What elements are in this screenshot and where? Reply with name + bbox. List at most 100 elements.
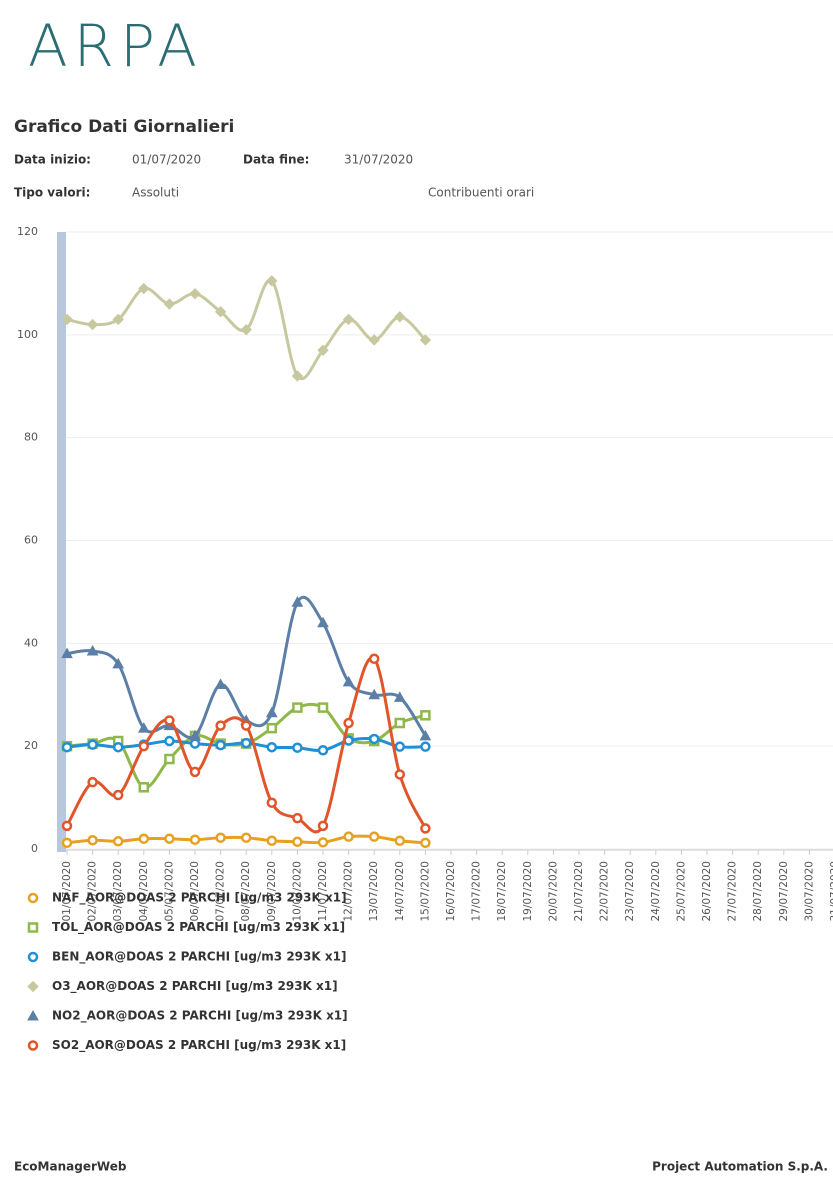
marker (368, 733, 380, 745)
marker (420, 710, 431, 721)
start-value: 01/07/2020 (132, 153, 201, 167)
marker (291, 370, 304, 382)
marker (137, 722, 150, 733)
page-title: Grafico Dati Giornalieri (14, 117, 234, 137)
marker (240, 720, 252, 731)
marker (266, 722, 278, 734)
legend-item[interactable]: BEN_AOR@DOAS 2 PARCHI [ug/m3 293K x1] (27, 950, 346, 965)
x-tick-label: 02/07/2020 (87, 861, 99, 922)
x-tick-label: 23/07/2020 (624, 861, 636, 922)
marker (292, 812, 303, 824)
y-tick-label: 0 (31, 842, 38, 855)
x-tick-label: 17/07/2020 (471, 861, 483, 922)
marker (189, 287, 201, 300)
marker (292, 702, 303, 713)
marker (368, 334, 380, 346)
x-tick-label: 27/07/2020 (727, 861, 739, 922)
y-tick-label: 60 (24, 534, 38, 547)
legend-item[interactable]: SO2_AOR@DOAS 2 PARCHI [ug/m3 293K x1] (27, 1038, 346, 1053)
marker (419, 334, 432, 346)
marker (394, 311, 406, 323)
x-tick-label: 24/07/2020 (650, 861, 662, 922)
marker (215, 832, 226, 843)
marker (61, 837, 73, 849)
y-tick-label: 40 (24, 636, 38, 649)
marker (420, 741, 431, 752)
start-label: Data inizio: (14, 153, 91, 167)
legend-item[interactable]: TOL_AOR@DOAS 2 PARCHI [ug/m3 293K x1] (27, 920, 345, 935)
x-tick-label: 05/07/2020 (163, 861, 175, 922)
marker (394, 741, 406, 752)
x-tick-label: 20/07/2020 (547, 861, 559, 922)
marker (317, 745, 329, 756)
legend-item[interactable]: O3_AOR@DOAS 2 PARCHI [ug/m3 293K x1] (27, 979, 338, 994)
marker (291, 596, 304, 607)
marker (27, 1040, 39, 1051)
marker (342, 313, 355, 326)
marker (61, 741, 73, 753)
marker (317, 702, 329, 713)
x-tick-label: 06/07/2020 (189, 861, 201, 922)
marker (317, 344, 329, 356)
marker (240, 832, 252, 843)
marker (368, 688, 381, 700)
marker (317, 837, 329, 848)
marker (240, 323, 252, 336)
legend-item[interactable]: NAF_AOR@DOAS 2 PARCHI [ug/m3 293K x1] (27, 891, 347, 906)
y-tick-label: 20 (24, 739, 38, 752)
x-tick-label: 04/07/2020 (138, 861, 150, 922)
marker (214, 678, 227, 689)
marker (189, 729, 201, 741)
marker (342, 675, 355, 687)
marker (394, 717, 406, 729)
marker (27, 922, 39, 933)
marker (265, 706, 278, 718)
x-tick-label: 25/07/2020 (675, 861, 687, 922)
legend-label: TOL_AOR@DOAS 2 PARCHI [ug/m3 293K x1] (52, 920, 345, 935)
marker (292, 742, 303, 753)
x-tick-label: 10/07/2020 (291, 861, 303, 922)
x-tick-label: 15/07/2020 (419, 861, 431, 922)
marker (215, 720, 226, 731)
legend-label: SO2_AOR@DOAS 2 PARCHI [ug/m3 293K x1] (52, 1038, 346, 1053)
end-value: 31/07/2020 (344, 153, 413, 167)
legend-label: O3_AOR@DOAS 2 PARCHI [ug/m3 293K x1] (52, 979, 338, 994)
x-tick-label: 13/07/2020 (368, 861, 380, 922)
marker (87, 835, 98, 846)
marker (368, 831, 380, 842)
marker (86, 318, 99, 331)
x-tick-label: 21/07/2020 (573, 861, 585, 922)
x-tick-label: 01/07/2020 (61, 861, 73, 922)
marker (112, 836, 124, 847)
marker (61, 313, 73, 326)
x-tick-label: 18/07/2020 (496, 861, 508, 922)
extra-option: Contribuenti orari (428, 186, 534, 200)
marker (138, 740, 150, 752)
marker (138, 782, 150, 793)
marker (87, 776, 98, 788)
marker (317, 820, 329, 832)
marker (394, 835, 406, 847)
x-tick-label: 31/07/2020 (829, 861, 833, 922)
marker (214, 305, 227, 318)
marker (27, 980, 39, 993)
marker (87, 739, 98, 750)
legend-label: NO2_AOR@DOAS 2 PARCHI [ug/m3 293K x1] (52, 1009, 348, 1024)
marker (61, 820, 73, 832)
marker (27, 1009, 39, 1021)
x-tick-label: 29/07/2020 (778, 861, 790, 922)
y-tick-label: 80 (24, 431, 38, 444)
marker (138, 282, 150, 295)
x-tick-label: 16/07/2020 (445, 861, 457, 922)
x-tick-label: 09/07/2020 (266, 861, 278, 922)
x-tick-label: 22/07/2020 (599, 861, 611, 922)
legend-item[interactable]: NO2_AOR@DOAS 2 PARCHI [ug/m3 293K x1] (27, 1009, 348, 1024)
legend-label: BEN_AOR@DOAS 2 PARCHI [ug/m3 293K x1] (52, 950, 346, 965)
marker (420, 823, 431, 834)
y-tick-label: 100 (17, 328, 38, 341)
x-tick-label: 12/07/2020 (343, 861, 355, 922)
marker (112, 313, 124, 326)
marker (266, 741, 278, 753)
footer-right: Project Automation S.p.A. (652, 1160, 828, 1174)
